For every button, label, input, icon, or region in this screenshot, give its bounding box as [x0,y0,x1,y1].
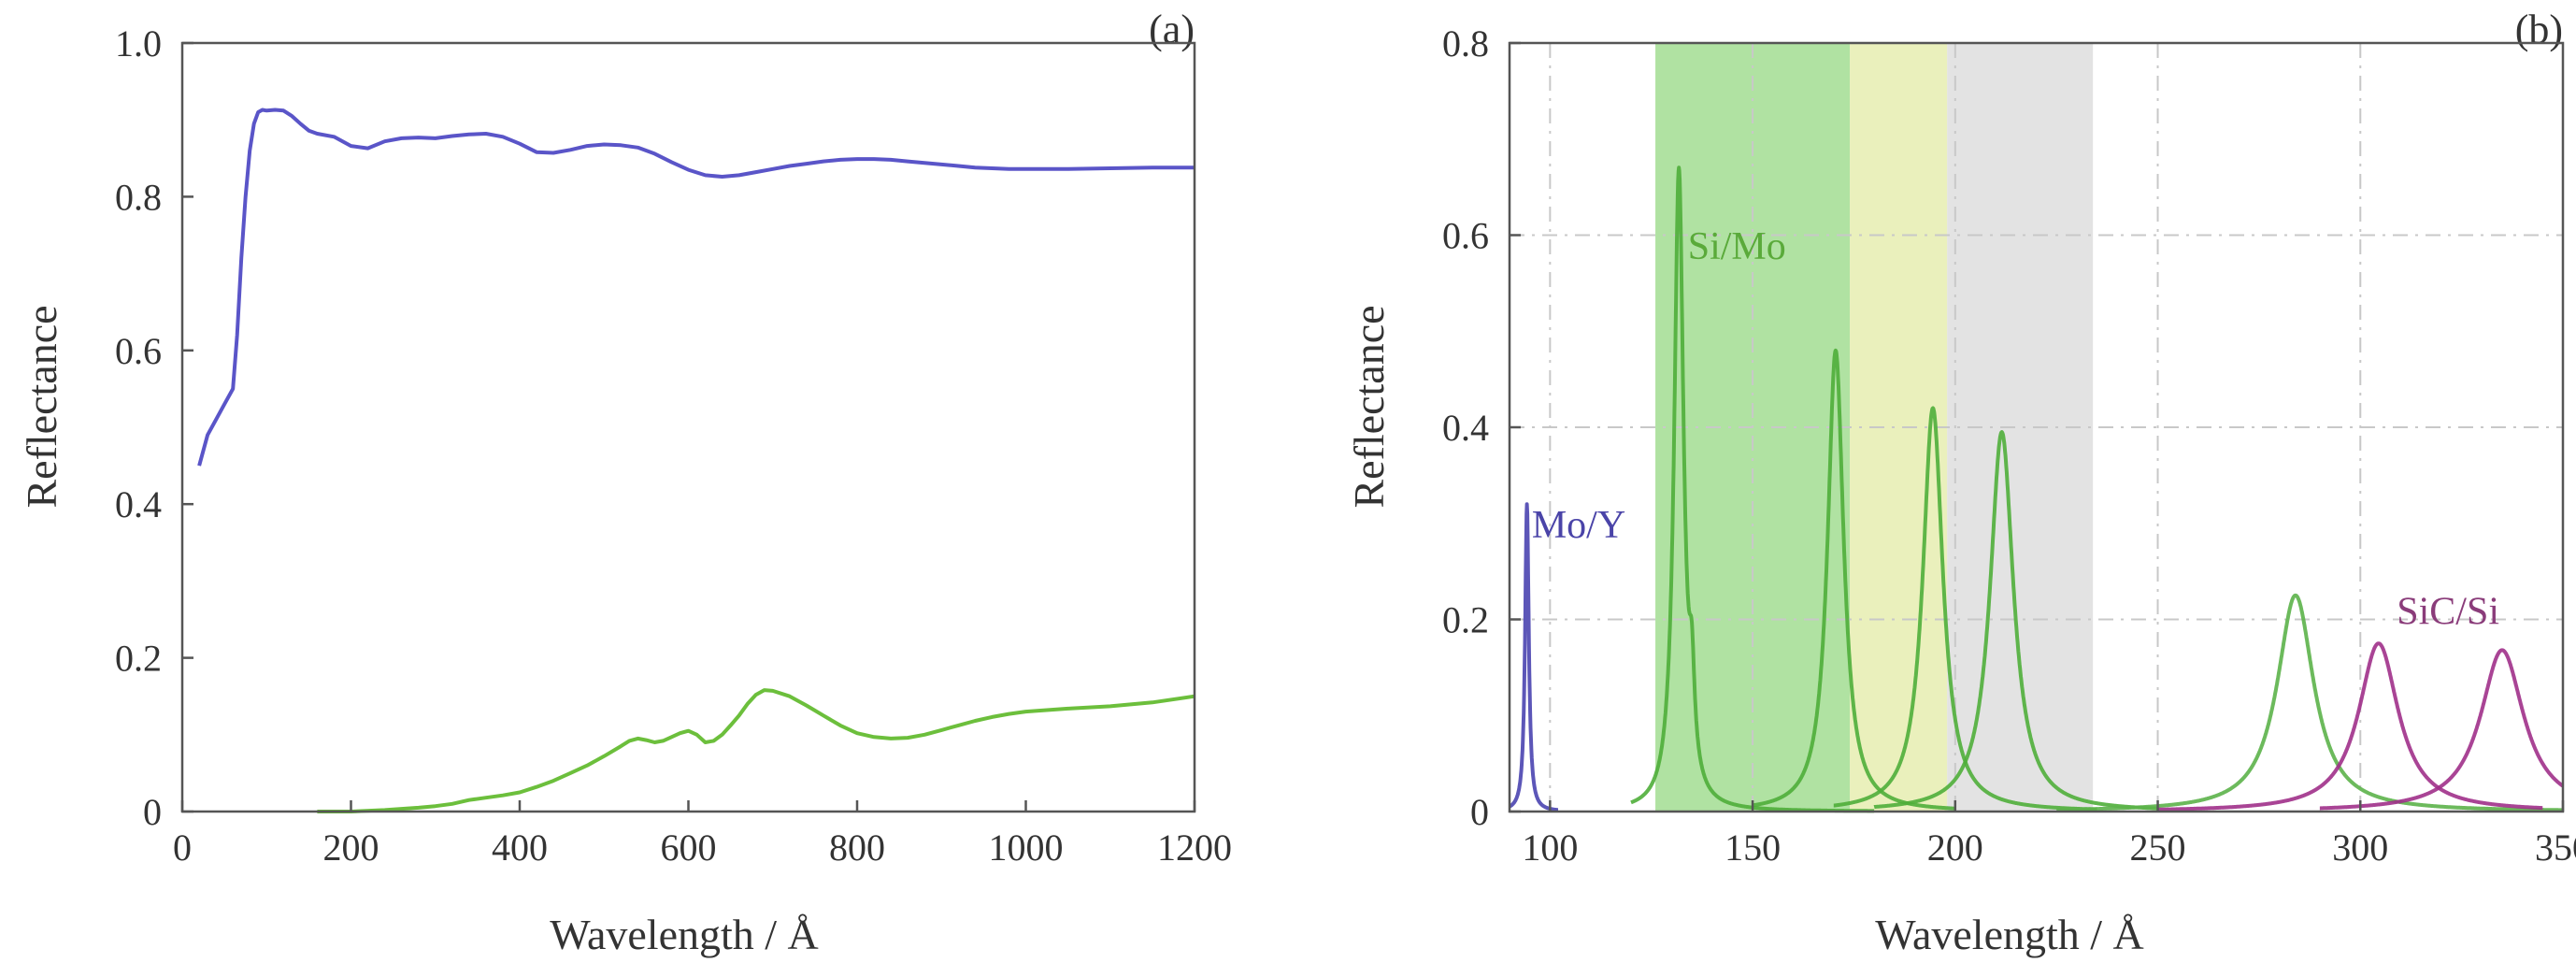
panel-b-series-line-2 [1751,348,1957,811]
panel-b-y-tick-label-1: 0.2 [1442,599,1489,641]
panel-a-x-tick-label-2: 400 [492,826,548,869]
panel-b-label: (b) [2515,7,2563,52]
panel-a-y-tick-label-2: 0.4 [115,483,162,525]
panel-b-series-line-6 [2156,641,2544,812]
panel-a-y-tick-label-3: 0.6 [115,330,162,372]
panel-a-series-line-0 [197,108,1195,467]
panel-a-x-tick-label-5: 1000 [989,826,1064,869]
panel-b-series-line-5 [2054,593,2565,812]
panel-a-y-tick-label-4: 0.8 [115,176,162,218]
panel-b-x-tick-label-1: 150 [1724,826,1781,869]
panel-a-x-tick-label-1: 200 [323,826,379,869]
panel-a-y-tick-label-0: 0 [143,791,162,833]
panel-a-series-line-1 [317,688,1195,813]
panel-b-plot-area: Mo/Y Si/Mo SiC/Si 100 150 200 250 300 350 0 0.2 0.4… [1442,22,2576,869]
panel-b-band-1 [1850,43,1948,812]
panel-a-plot-area: 0 200 400 600 800 1000 1200 0 0.2 0.4 0.6 0.8 1.0 [115,22,1232,869]
panel-b-annotation-2: SiC/Si [2397,591,2499,634]
panel-b-x-tick-label-2: 200 [1927,826,1983,869]
panel-b-y-axis-title: Reflectance [1345,305,1393,508]
panel-a-x-tick-label-3: 600 [661,826,717,869]
panel-a-y-tick-label-1: 0.2 [115,638,162,680]
panel-a-label: (a) [1149,7,1195,52]
panel-a-axes-frame [180,41,1196,813]
panel-a-x-tick-label-4: 800 [829,826,885,869]
panel-b-y-tick-label-0: 0 [1470,791,1489,833]
panel-b: (b) Reflectance Wavelength / Å Mo/Y Si/Mo… [1345,7,2576,958]
panel-b-y-tick-label-4: 0.8 [1442,22,1489,65]
panel-a: (a) Reflectance Wavelength / Å 0 200 400 60… [18,7,1232,958]
panel-b-x-axis-title: Wavelength / Å [1875,911,2144,958]
panel-b-annotation-1: Si/Mo [1688,225,1786,268]
panel-a-x-tick-label-0: 0 [173,826,192,869]
panel-a-x-axis-title: Wavelength / Å [550,911,819,958]
panel-b-x-tick-label-4: 300 [2332,826,2388,869]
panel-a-x-tick-label-6: 1200 [1157,826,1232,869]
panel-b-y-tick-label-2: 0.4 [1442,407,1489,449]
panel-b-x-tick-label-3: 250 [2130,826,2186,869]
panel-a-y-axis-title: Reflectance [18,305,65,508]
panel-b-series-line-4 [1872,430,2160,811]
panel-b-annotation-0: Mo/Y [1532,504,1625,547]
panel-b-x-tick-label-5: 350 [2535,826,2576,869]
panel-a-y-tick-label-5: 1.0 [115,22,162,65]
panel-b-x-tick-label-0: 100 [1522,826,1578,869]
panel-b-y-tick-label-3: 0.6 [1442,215,1489,257]
